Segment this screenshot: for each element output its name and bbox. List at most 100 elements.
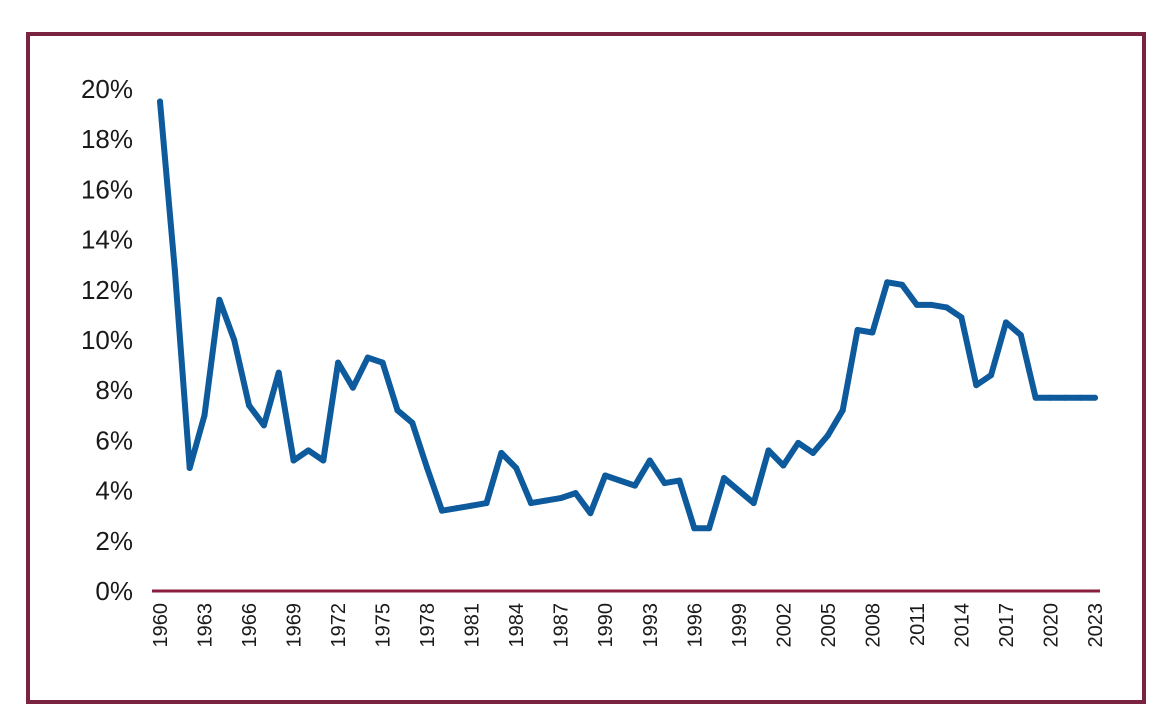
data-point-2004 [810,449,817,456]
x-tick-label: 1978 [417,603,439,648]
x-tick-label: 2005 [818,603,840,648]
data-point-1973 [349,384,356,391]
x-tick-label: 1972 [328,603,350,648]
data-point-1975 [379,359,386,366]
y-tick-label: 8% [95,375,133,405]
x-tick-label: 2002 [773,603,795,648]
data-point-1981 [468,502,475,509]
data-point-1962 [186,465,193,472]
x-tick-label: 1993 [640,603,662,648]
y-tick-label: 16% [81,174,133,204]
data-point-2018 [1017,331,1024,338]
x-tick-label: 1996 [684,603,706,648]
data-point-1998 [720,475,727,482]
data-point-2002 [780,462,787,469]
data-point-1978 [424,465,431,472]
data-point-1963 [201,412,208,419]
x-tick-label: 1990 [595,603,617,648]
data-point-2016 [988,372,995,379]
data-point-1993 [646,457,653,464]
data-point-1964 [216,296,223,303]
x-axis-tick-labels: 1960 1963 1966 1969 1972 1975 1978 1981 1984 1987… [150,603,1107,648]
data-point-2006 [839,407,846,414]
y-tick-label: 12% [81,275,133,305]
y-tick-label: 0% [95,576,133,606]
data-point-1985 [528,500,535,507]
data-point-1972 [335,359,342,366]
data-point-2020 [1047,394,1054,401]
data-point-1979 [438,507,445,514]
x-tick-label: 2020 [1040,603,1062,648]
data-point-2010 [899,281,906,288]
data-point-2019 [1032,394,1039,401]
data-point-1968 [275,369,282,376]
data-point-1987 [557,495,564,502]
data-point-1966 [246,402,253,409]
x-tick-label: 2014 [951,603,973,648]
x-tick-label: 2017 [996,603,1018,648]
data-point-1983 [498,449,505,456]
data-point-1991 [617,477,624,484]
data-point-1974 [364,354,371,361]
data-point-1996 [691,525,698,532]
data-point-1988 [572,490,579,497]
data-point-2015 [973,382,980,389]
data-point-2021 [1062,394,1069,401]
data-point-2011 [913,301,920,308]
data-point-1970 [305,447,312,454]
data-point-1995 [676,477,683,484]
data-point-1997 [706,525,713,532]
data-point-1971 [320,457,327,464]
data-point-1984 [513,465,520,472]
x-tick-label: 2023 [1085,603,1107,648]
x-tick-label: 2011 [907,603,929,646]
series-points [157,98,1098,532]
data-point-2005 [824,432,831,439]
x-tick-label: 1987 [551,603,573,648]
x-tick-label: 1984 [506,603,528,648]
x-tick-label: 1981 [462,603,484,648]
data-point-2022 [1077,394,1084,401]
data-point-2000 [750,500,757,507]
x-tick-label: 1999 [729,603,751,648]
y-tick-label: 2% [95,526,133,556]
data-point-1990 [602,472,609,479]
data-point-2023 [1092,394,1098,401]
data-point-2003 [795,439,802,446]
data-point-2007 [854,326,861,333]
data-point-1999 [735,487,742,494]
data-point-1980 [453,505,460,512]
series-line-rate [157,98,1098,532]
y-tick-label: 4% [95,476,133,506]
data-point-2017 [1002,319,1009,326]
data-point-1976 [394,407,401,414]
data-point-2014 [958,314,965,321]
y-tick-label: 6% [95,425,133,455]
data-point-1965 [231,337,238,343]
data-point-1989 [587,510,594,517]
data-point-2001 [765,447,772,454]
chart-frame [26,32,1146,704]
y-tick-label: 18% [81,124,133,154]
data-point-1992 [631,482,638,489]
x-tick-label: 1966 [239,603,261,648]
x-tick-label: 1975 [373,603,395,648]
data-point-1960 [157,98,163,105]
data-point-1977 [409,419,416,426]
x-tick-label: 1963 [195,603,217,648]
data-point-2012 [928,301,935,308]
y-tick-label: 20% [81,74,133,104]
data-point-2008 [869,329,876,336]
y-axis-tick-labels: 0% 2% 4% 6% 8% 10% 12% 14% 16% 18% 20% [81,74,133,606]
x-tick-label: 2008 [862,603,884,648]
x-tick-label: 1960 [150,603,172,648]
data-point-1982 [483,500,490,507]
data-point-2013 [943,304,950,311]
data-point-1961 [171,266,178,273]
x-tick-label: 1969 [284,603,306,648]
data-point-1969 [290,457,297,464]
data-point-1967 [260,422,267,429]
data-point-2009 [884,279,891,286]
